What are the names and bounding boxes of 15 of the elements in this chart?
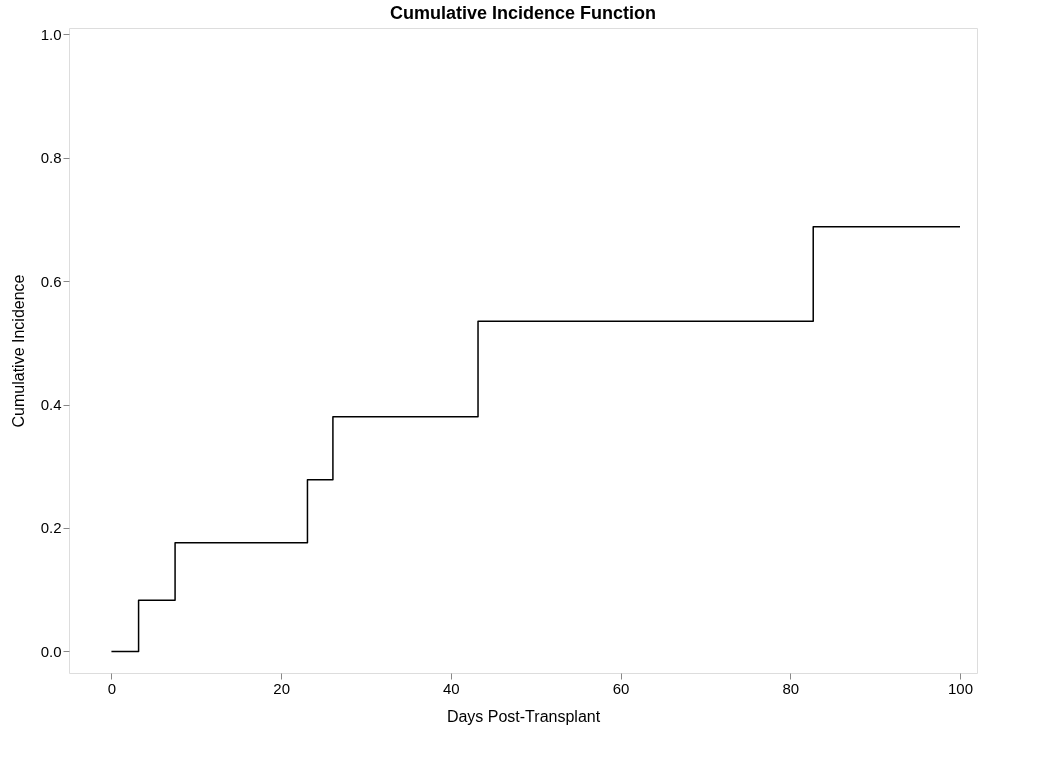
x-tick-label: 100 — [948, 679, 974, 697]
x-tick-label: 40 — [443, 679, 460, 697]
x-tick-label: 60 — [612, 679, 630, 697]
x-tick-label: 0 — [107, 679, 117, 697]
y-axis-title: Cumulative Incidence — [9, 274, 27, 428]
x-tick-label: 20 — [273, 679, 290, 697]
y-tick-label: 0.0 — [40, 642, 62, 660]
x-tick-label: 80 — [782, 679, 800, 697]
y-tick-label: 1.0 — [40, 25, 62, 43]
y-tick-label: 0.4 — [40, 396, 62, 414]
y-tick-label: 0.6 — [40, 272, 62, 290]
y-tick-label: 0.8 — [40, 149, 62, 167]
x-axis-title: Days Post-Transplant — [446, 707, 601, 725]
y-tick-label: 0.2 — [40, 519, 62, 537]
chart-title: Cumulative Incidence Function — [389, 3, 657, 24]
